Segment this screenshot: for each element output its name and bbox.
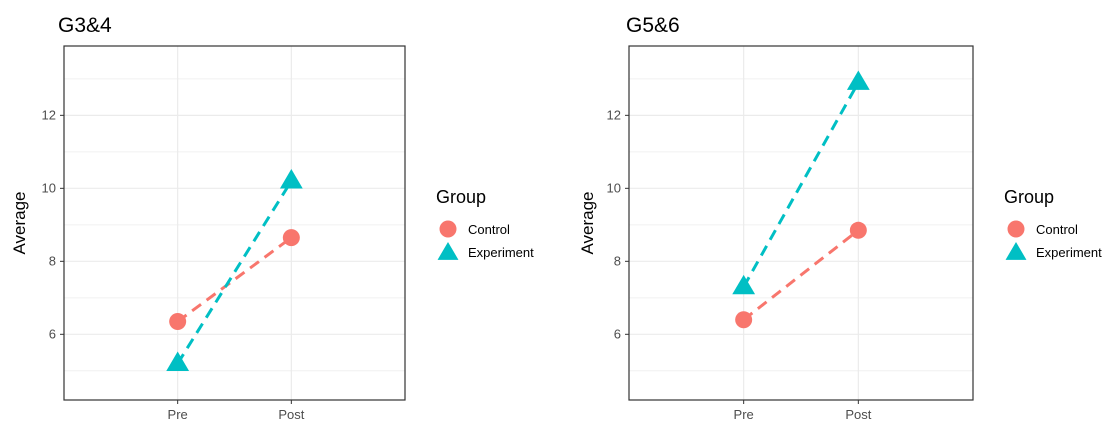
x-tick-label: Pre [168, 407, 188, 422]
y-tick-label: 12 [607, 107, 621, 122]
series-line-control [742, 229, 860, 321]
y-axis-ticks: 6 8 10 12 [42, 107, 64, 341]
data-point-experiment [846, 70, 870, 90]
plot-frame [63, 45, 406, 401]
x-tick-label: Post [845, 407, 871, 422]
y-axis-ticks: 6 8 10 12 [607, 107, 629, 341]
legend: Group Control Experiment [1004, 187, 1102, 260]
data-point-experiment [166, 351, 190, 371]
legend-title: Group [436, 187, 486, 207]
plot-marks [732, 70, 870, 329]
chart-panel-g34: G3&4 6 8 10 12 Pre Post Average Group Contro… [10, 14, 534, 422]
legend-key-experiment [1005, 242, 1027, 260]
y-axis-label: Average [10, 191, 29, 254]
x-axis-ticks: Pre Post [168, 400, 305, 422]
legend: Group Control Experiment [436, 187, 534, 260]
series-line-experiment [742, 81, 860, 288]
legend-label-experiment: Experiment [1036, 245, 1102, 260]
legend-key-control [1007, 220, 1025, 238]
plot-grid [64, 46, 405, 400]
y-tick-label: 6 [614, 326, 621, 341]
data-point-control [849, 221, 867, 239]
data-point-control [282, 229, 300, 247]
x-tick-label: Pre [734, 407, 754, 422]
data-point-control [169, 313, 187, 331]
chart-title: G3&4 [58, 14, 112, 37]
legend-items: Control Experiment [1005, 220, 1102, 260]
x-tick-label: Post [278, 407, 304, 422]
y-tick-label: 8 [614, 253, 621, 268]
plot-marks [166, 169, 303, 371]
plot-frame [628, 45, 974, 401]
chart-panel-g56: G5&6 6 8 10 12 Pre Post Average Group Contro… [578, 14, 1102, 422]
legend-key-control [439, 220, 457, 238]
y-tick-label: 10 [42, 180, 56, 195]
legend-key-experiment [437, 242, 459, 260]
data-point-experiment [732, 274, 756, 295]
legend-title: Group [1004, 187, 1054, 207]
y-tick-label: 10 [607, 180, 621, 195]
y-tick-label: 12 [42, 107, 56, 122]
plot-grid [629, 46, 973, 400]
legend-items: Control Experiment [437, 220, 534, 260]
series-line-control [176, 236, 293, 323]
chart-title: G5&6 [626, 14, 680, 37]
legend-label-control: Control [1036, 222, 1078, 237]
data-point-experiment [279, 169, 303, 189]
x-axis-ticks: Pre Post [734, 400, 872, 422]
legend-label-control: Control [468, 222, 510, 237]
series-line-experiment [176, 180, 293, 365]
data-point-control [735, 311, 753, 329]
y-tick-label: 8 [49, 253, 56, 268]
legend-label-experiment: Experiment [468, 245, 534, 260]
y-axis-label: Average [578, 191, 597, 254]
y-tick-label: 6 [49, 326, 56, 341]
